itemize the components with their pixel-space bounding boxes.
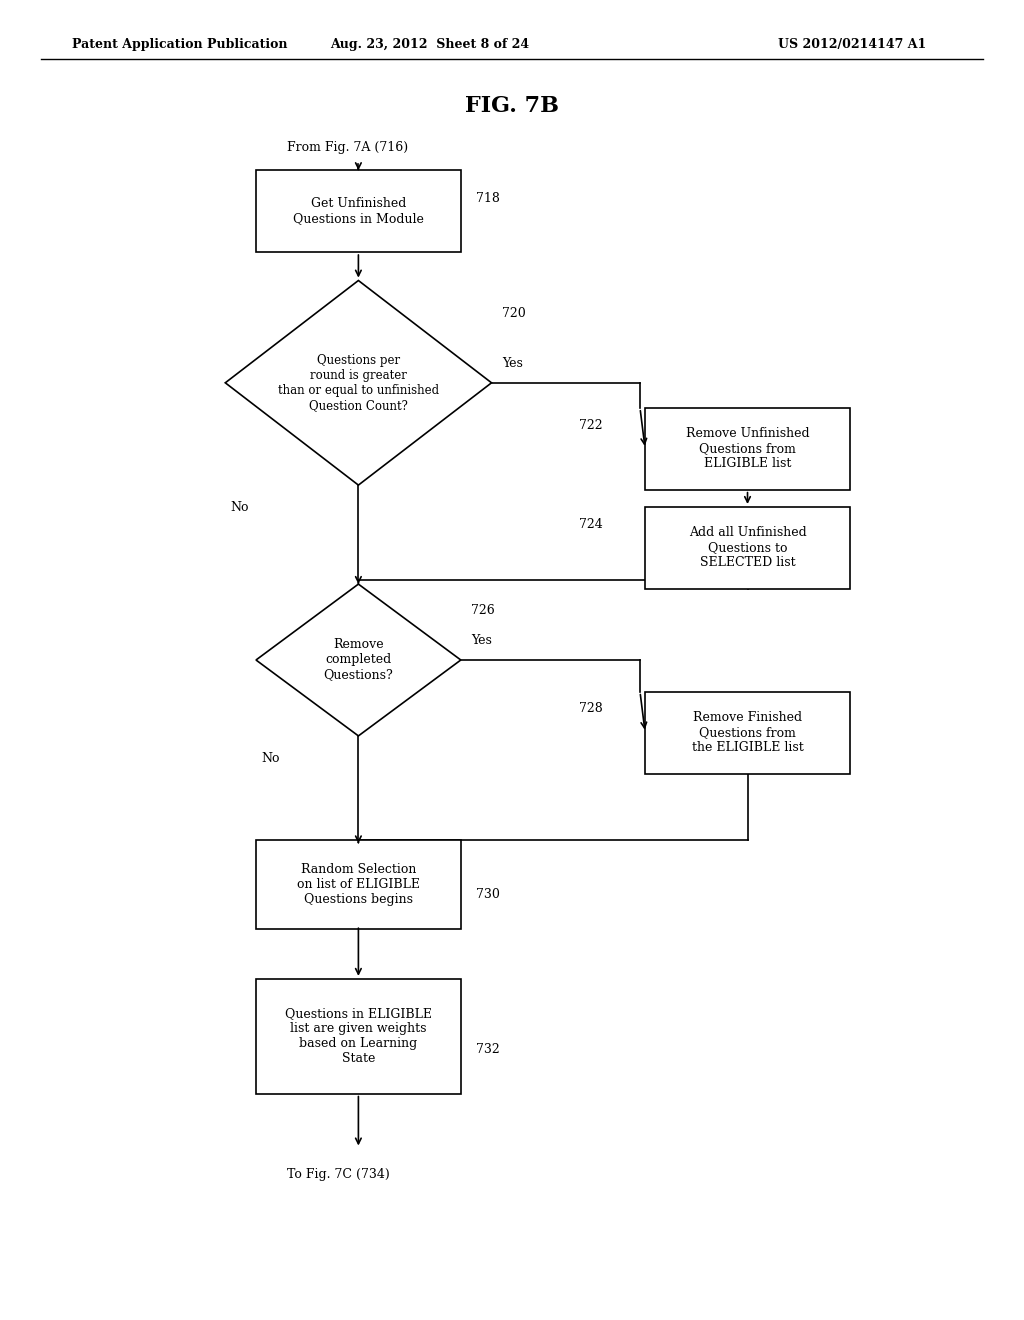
Text: Remove Finished
Questions from
the ELIGIBLE list: Remove Finished Questions from the ELIGI… [691, 711, 804, 754]
Text: Questions per
round is greater
than or equal to unfinished
Question Count?: Questions per round is greater than or e… [278, 354, 439, 412]
Text: Yes: Yes [502, 356, 522, 370]
Polygon shape [225, 281, 492, 486]
Text: Random Selection
on list of ELIGIBLE
Questions begins: Random Selection on list of ELIGIBLE Que… [297, 863, 420, 906]
Text: Add all Unfinished
Questions to
SELECTED list: Add all Unfinished Questions to SELECTED… [689, 527, 806, 569]
Text: Patent Application Publication: Patent Application Publication [72, 38, 287, 51]
FancyBboxPatch shape [256, 841, 461, 929]
Text: 724: 724 [579, 517, 602, 531]
Text: Remove
completed
Questions?: Remove completed Questions? [324, 639, 393, 681]
Text: From Fig. 7A (716): From Fig. 7A (716) [287, 141, 408, 154]
FancyBboxPatch shape [256, 979, 461, 1093]
Text: FIG. 7B: FIG. 7B [465, 95, 559, 116]
FancyBboxPatch shape [645, 692, 850, 774]
Text: To Fig. 7C (734): To Fig. 7C (734) [287, 1168, 389, 1181]
Text: Questions in ELIGIBLE
list are given weights
based on Learning
State: Questions in ELIGIBLE list are given wei… [285, 1007, 432, 1065]
Text: 732: 732 [476, 1043, 500, 1056]
Text: 720: 720 [502, 308, 525, 319]
Text: 728: 728 [579, 702, 602, 715]
Text: Aug. 23, 2012  Sheet 8 of 24: Aug. 23, 2012 Sheet 8 of 24 [331, 38, 529, 51]
Text: 726: 726 [471, 605, 495, 616]
Text: Yes: Yes [471, 634, 492, 647]
Text: Remove Unfinished
Questions from
ELIGIBLE list: Remove Unfinished Questions from ELIGIBL… [686, 428, 809, 470]
Text: No: No [230, 502, 249, 513]
FancyBboxPatch shape [645, 408, 850, 490]
Text: 718: 718 [476, 191, 500, 205]
Polygon shape [256, 583, 461, 737]
FancyBboxPatch shape [256, 170, 461, 252]
Text: No: No [261, 752, 280, 764]
Text: US 2012/0214147 A1: US 2012/0214147 A1 [778, 38, 927, 51]
Text: 730: 730 [476, 888, 500, 902]
FancyBboxPatch shape [645, 507, 850, 589]
Text: Get Unfinished
Questions in Module: Get Unfinished Questions in Module [293, 197, 424, 226]
Text: 722: 722 [579, 418, 602, 432]
